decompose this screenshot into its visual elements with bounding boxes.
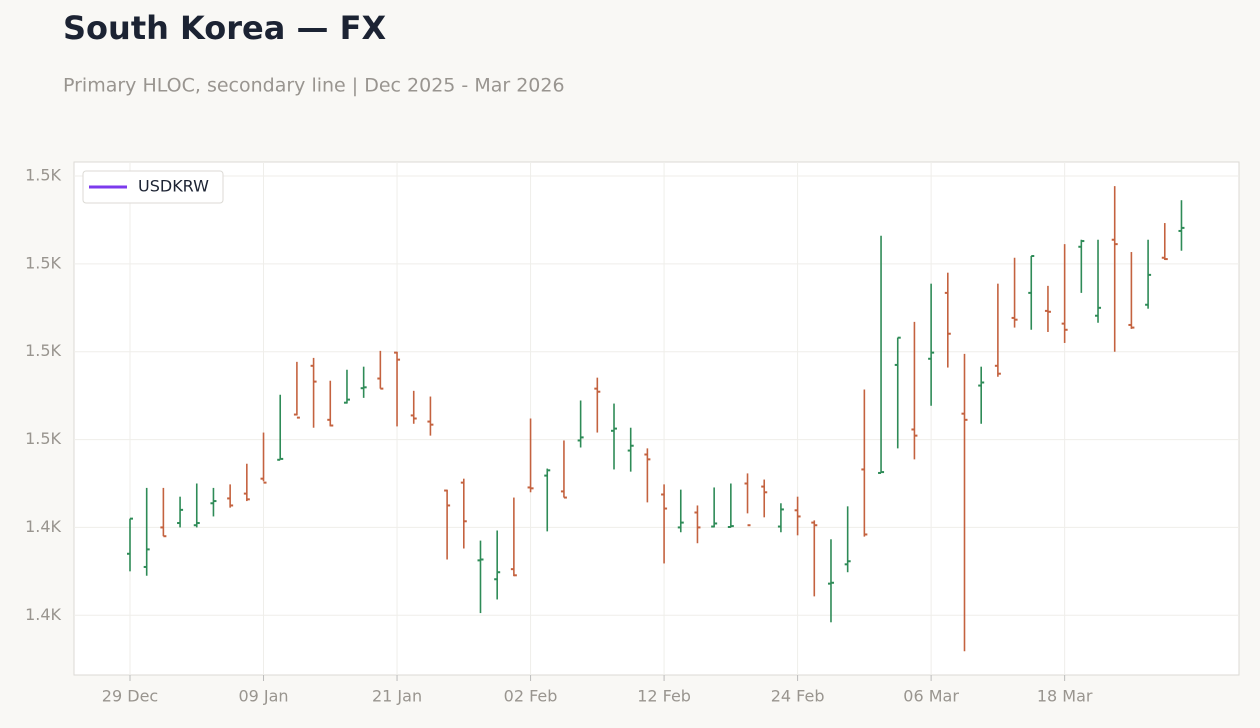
chart-subtitle: Primary HLOC, secondary line | Dec 2025 … [63, 75, 565, 97]
x-tick-label: 29 Dec [102, 687, 158, 706]
chart-title: South Korea — FX [63, 9, 386, 47]
x-tick-label: 18 Mar [1037, 687, 1093, 706]
y-tick-label: 1.5K [25, 341, 61, 360]
x-tick-label: 24 Feb [771, 687, 825, 706]
x-tick-label: 02 Feb [504, 687, 558, 706]
y-tick-label: 1.5K [25, 429, 61, 448]
x-tick-label: 21 Jan [372, 687, 422, 706]
y-tick-label: 1.5K [25, 166, 61, 185]
legend-box [82, 170, 224, 204]
x-tick-label: 06 Mar [903, 687, 959, 706]
legend-label: USDKRW [138, 177, 209, 196]
y-tick-label: 1.4K [25, 605, 61, 624]
y-tick-label: 1.5K [25, 253, 61, 272]
plot-area [73, 161, 1240, 676]
x-tick-label: 12 Feb [637, 687, 691, 706]
x-tick-label: 09 Jan [238, 687, 288, 706]
y-tick-label: 1.4K [25, 517, 61, 536]
